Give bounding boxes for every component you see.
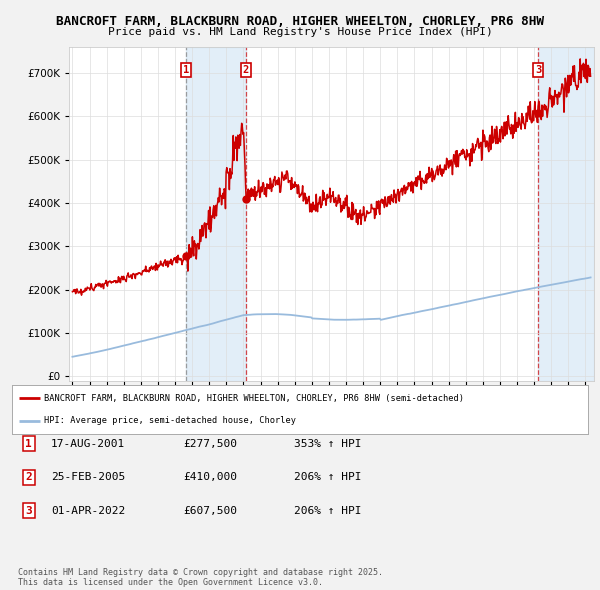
Text: HPI: Average price, semi-detached house, Chorley: HPI: Average price, semi-detached house,… — [44, 416, 296, 425]
Text: £277,500: £277,500 — [183, 439, 237, 448]
Text: £607,500: £607,500 — [183, 506, 237, 516]
Text: 1: 1 — [25, 439, 32, 448]
Text: 353% ↑ HPI: 353% ↑ HPI — [294, 439, 361, 448]
Text: 206% ↑ HPI: 206% ↑ HPI — [294, 506, 361, 516]
Text: 01-APR-2022: 01-APR-2022 — [51, 506, 125, 516]
Text: 17-AUG-2001: 17-AUG-2001 — [51, 439, 125, 448]
Text: 2: 2 — [243, 65, 249, 76]
Text: 3: 3 — [535, 65, 542, 76]
Bar — [186, 47, 246, 381]
Text: BANCROFT FARM, BLACKBURN ROAD, HIGHER WHEELTON, CHORLEY, PR6 8HW (semi-detached): BANCROFT FARM, BLACKBURN ROAD, HIGHER WH… — [44, 394, 464, 403]
Text: Contains HM Land Registry data © Crown copyright and database right 2025.
This d: Contains HM Land Registry data © Crown c… — [18, 568, 383, 587]
Text: BANCROFT FARM, BLACKBURN ROAD, HIGHER WHEELTON, CHORLEY, PR6 8HW: BANCROFT FARM, BLACKBURN ROAD, HIGHER WH… — [56, 15, 544, 28]
Text: Price paid vs. HM Land Registry's House Price Index (HPI): Price paid vs. HM Land Registry's House … — [107, 27, 493, 37]
Text: 1: 1 — [182, 65, 189, 76]
Bar — [538, 47, 594, 381]
Text: 2: 2 — [25, 473, 32, 482]
Text: £410,000: £410,000 — [183, 473, 237, 482]
Text: 25-FEB-2005: 25-FEB-2005 — [51, 473, 125, 482]
Text: 206% ↑ HPI: 206% ↑ HPI — [294, 473, 361, 482]
Text: 3: 3 — [25, 506, 32, 516]
